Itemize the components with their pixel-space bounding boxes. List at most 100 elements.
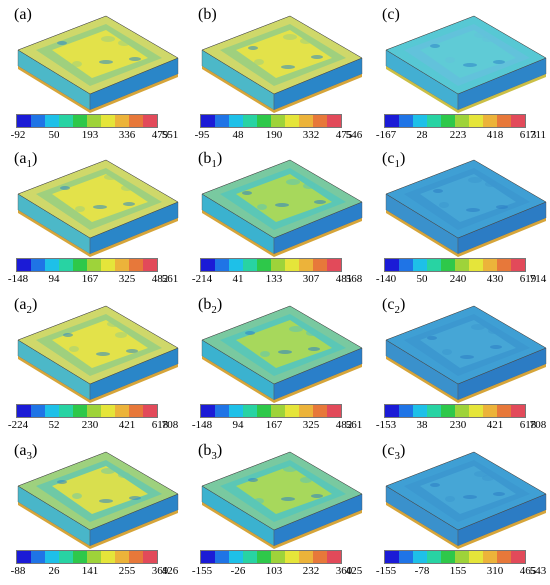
panel-letter: c — [387, 296, 395, 313]
colorbar — [16, 550, 158, 564]
contour-blob — [286, 179, 300, 185]
base-layer-right — [274, 510, 362, 549]
panel-a2: (a2) -224 52 230 421 618 708 — [6, 292, 189, 438]
base-layer-right — [458, 510, 546, 549]
colorbar-tick-label: 94 — [232, 419, 244, 431]
panel-label: (b2) — [198, 296, 223, 317]
colorbar-tick-label: 546 — [345, 129, 363, 141]
contour-blob — [308, 347, 320, 351]
contour-blob — [96, 352, 110, 356]
colorbar — [16, 258, 158, 272]
contour-blob — [72, 493, 82, 499]
colorbar-swatch — [101, 259, 115, 271]
colorbar-tick-label: 167 — [265, 419, 283, 431]
contour-blob — [281, 65, 295, 69]
colorbar-swatch — [299, 259, 313, 271]
box-outline — [385, 305, 547, 385]
base-layer-left — [18, 66, 90, 113]
colorbar-tick-label: 223 — [449, 129, 467, 141]
colorbar-tick-label: 369 — [151, 565, 169, 577]
base-layer-right — [458, 364, 546, 403]
colorbar-swatch — [201, 115, 215, 127]
contour-blob — [300, 38, 312, 44]
colorbar-swatch — [497, 115, 511, 127]
box-outline — [17, 451, 179, 531]
colorbar-swatch — [455, 115, 469, 127]
colorbar-swatch — [385, 115, 399, 127]
contour-blob — [283, 466, 297, 472]
box-outline — [385, 159, 547, 239]
contour-blob — [99, 60, 113, 64]
panel-a3: (a3) -88 26 141 255 369 426 — [6, 438, 189, 584]
base-layer-right — [274, 364, 362, 403]
contour-blob — [496, 205, 508, 209]
colorbar-tick-label: 26 — [48, 565, 60, 577]
colorbar-tick-label: 426 — [161, 565, 179, 577]
colorbar — [200, 114, 342, 128]
colorbar-tick-label: -224 — [7, 419, 29, 431]
base-layer-left — [386, 210, 458, 257]
panel-a: (a) -92 50 193 336 479 551 — [6, 2, 189, 148]
colorbar-swatch — [441, 115, 455, 127]
colorbar-swatch — [469, 259, 483, 271]
panel-label: (a) — [14, 6, 32, 23]
colorbar-swatch — [441, 405, 455, 417]
contour-center — [52, 320, 148, 368]
stress-contour-plot — [17, 451, 179, 549]
contour-blob — [121, 185, 133, 191]
colorbar-tick-label: -167 — [375, 129, 397, 141]
stress-contour-plot — [17, 159, 179, 257]
colorbar-swatch — [115, 551, 129, 563]
colorbar-swatch — [455, 259, 469, 271]
colorbar-tick-label: 41 — [232, 273, 244, 285]
colorbar-swatch — [201, 405, 215, 417]
contour-blob — [101, 468, 115, 474]
contour-blob — [57, 41, 67, 45]
contour-blob — [60, 186, 70, 190]
panel-subscript: 1 — [211, 158, 217, 171]
colorbar-swatch — [17, 259, 31, 271]
colorbar-swatch — [17, 115, 31, 127]
colorbar-ticks: -140 50 240 430 619 714 — [376, 273, 546, 287]
panel-letter: b — [203, 442, 212, 459]
colorbar-tick-label: -148 — [7, 273, 29, 285]
contour-blob — [129, 57, 141, 61]
colorbar-swatch — [285, 551, 299, 563]
colorbar-swatch — [45, 259, 59, 271]
contour-blob — [278, 350, 292, 354]
contour-blob — [104, 174, 118, 180]
colorbar-ticks: -148 94 167 325 482 561 — [7, 273, 178, 287]
panel-letter: b — [203, 296, 212, 313]
colorbar — [384, 404, 526, 418]
colorbar-swatch — [299, 405, 313, 417]
contour-blob — [72, 61, 82, 67]
colorbar-swatch — [73, 115, 87, 127]
colorbar-ticks: -153 38 230 421 618 708 — [376, 419, 546, 433]
colorbar-tick-label: 230 — [81, 419, 99, 431]
base-layer-left — [386, 502, 458, 549]
colorbar-swatch — [59, 259, 73, 271]
panel-letter: c — [387, 6, 395, 23]
contour-blob — [311, 55, 323, 59]
colorbar-swatch — [299, 551, 313, 563]
contour-blob — [107, 321, 121, 327]
colorbar-tick-label: -214 — [191, 273, 213, 285]
colorbar-ticks: -88 26 141 255 369 426 — [10, 565, 179, 579]
colorbar-swatch — [427, 115, 441, 127]
contour-blob — [303, 183, 315, 189]
colorbar-tick-label: 155 — [449, 565, 467, 577]
contour-blob — [254, 498, 264, 504]
contour-blob — [439, 202, 449, 208]
panel-label: (a2) — [14, 296, 38, 317]
panel-b1: (b1) -214 41 133 307 481 568 — [190, 146, 373, 292]
stress-contour-plot — [201, 305, 363, 403]
panel-label: (a1) — [14, 150, 38, 171]
colorbar-tick-label: 561 — [161, 273, 179, 285]
colorbar-tick-label: 561 — [345, 419, 363, 431]
panel-label: (b3) — [198, 442, 223, 463]
colorbar-ticks: -167 28 223 418 613 711 — [375, 129, 546, 143]
colorbar-swatch — [129, 551, 143, 563]
contour-blob — [493, 492, 505, 496]
colorbar-ticks: -155 -26 103 232 360 425 — [192, 565, 362, 579]
colorbar-tick-label: 714 — [529, 273, 547, 285]
